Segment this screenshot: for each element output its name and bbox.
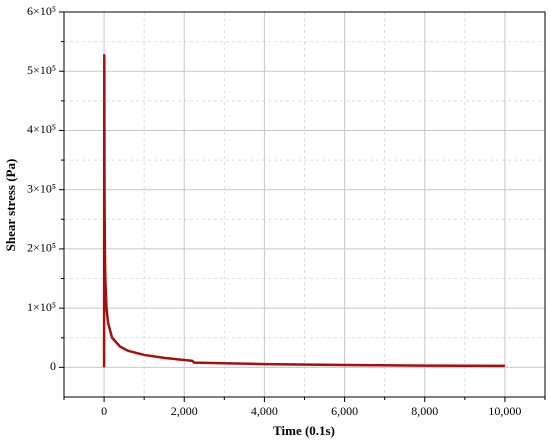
x-tick-label: 6,000: [331, 404, 358, 418]
x-tick-label: 8,000: [411, 404, 438, 418]
y-tick-label: 3×10⁵: [27, 181, 56, 195]
y-tick-label: 6×10⁵: [27, 4, 56, 18]
y-tick-label: 5×10⁵: [27, 63, 56, 77]
y-tick-label: 4×10⁵: [27, 122, 56, 136]
x-axis-title: Time (0.1s): [273, 423, 335, 438]
y-tick-label: 1×10⁵: [27, 300, 56, 314]
x-tick-label: 4,000: [251, 404, 278, 418]
x-tick-label: 0: [101, 404, 107, 418]
x-tick-label: 10,000: [488, 404, 521, 418]
data-line: [102, 53, 505, 368]
plot-frame: [63, 11, 546, 398]
y-tick-label: 0: [50, 359, 56, 373]
y-axis-title: Shear stress (Pa): [3, 159, 18, 252]
y-tick-label: 2×10⁵: [27, 241, 56, 255]
x-tick-label: 2,000: [171, 404, 198, 418]
